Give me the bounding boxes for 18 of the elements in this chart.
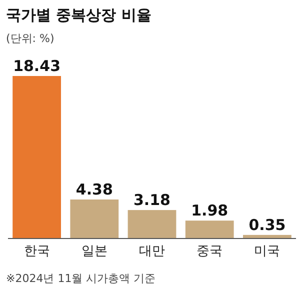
x-tick-label: 중국 (196, 244, 223, 259)
data-label: 18.43 (13, 57, 61, 75)
data-label: 0.35 (248, 216, 286, 234)
chart-title: 국가별 중복상장 비율 (6, 6, 152, 24)
chart-subtitle: (단위: %) (6, 32, 54, 45)
x-tick-label: 일본 (81, 244, 108, 259)
bar (70, 200, 119, 238)
data-label: 4.38 (76, 180, 113, 198)
data-label: 3.18 (133, 191, 171, 210)
bar (185, 220, 234, 238)
x-tick-label: 미국 (254, 244, 280, 259)
data-label: 1.98 (191, 202, 228, 220)
bar (128, 210, 176, 238)
bar (12, 76, 61, 238)
text: ※2024년 11월 시가총액 기준 (6, 272, 156, 285)
x-tick-label: 대만 (139, 244, 165, 259)
bar (243, 234, 292, 238)
x-tick-label: 한국 (24, 244, 50, 259)
